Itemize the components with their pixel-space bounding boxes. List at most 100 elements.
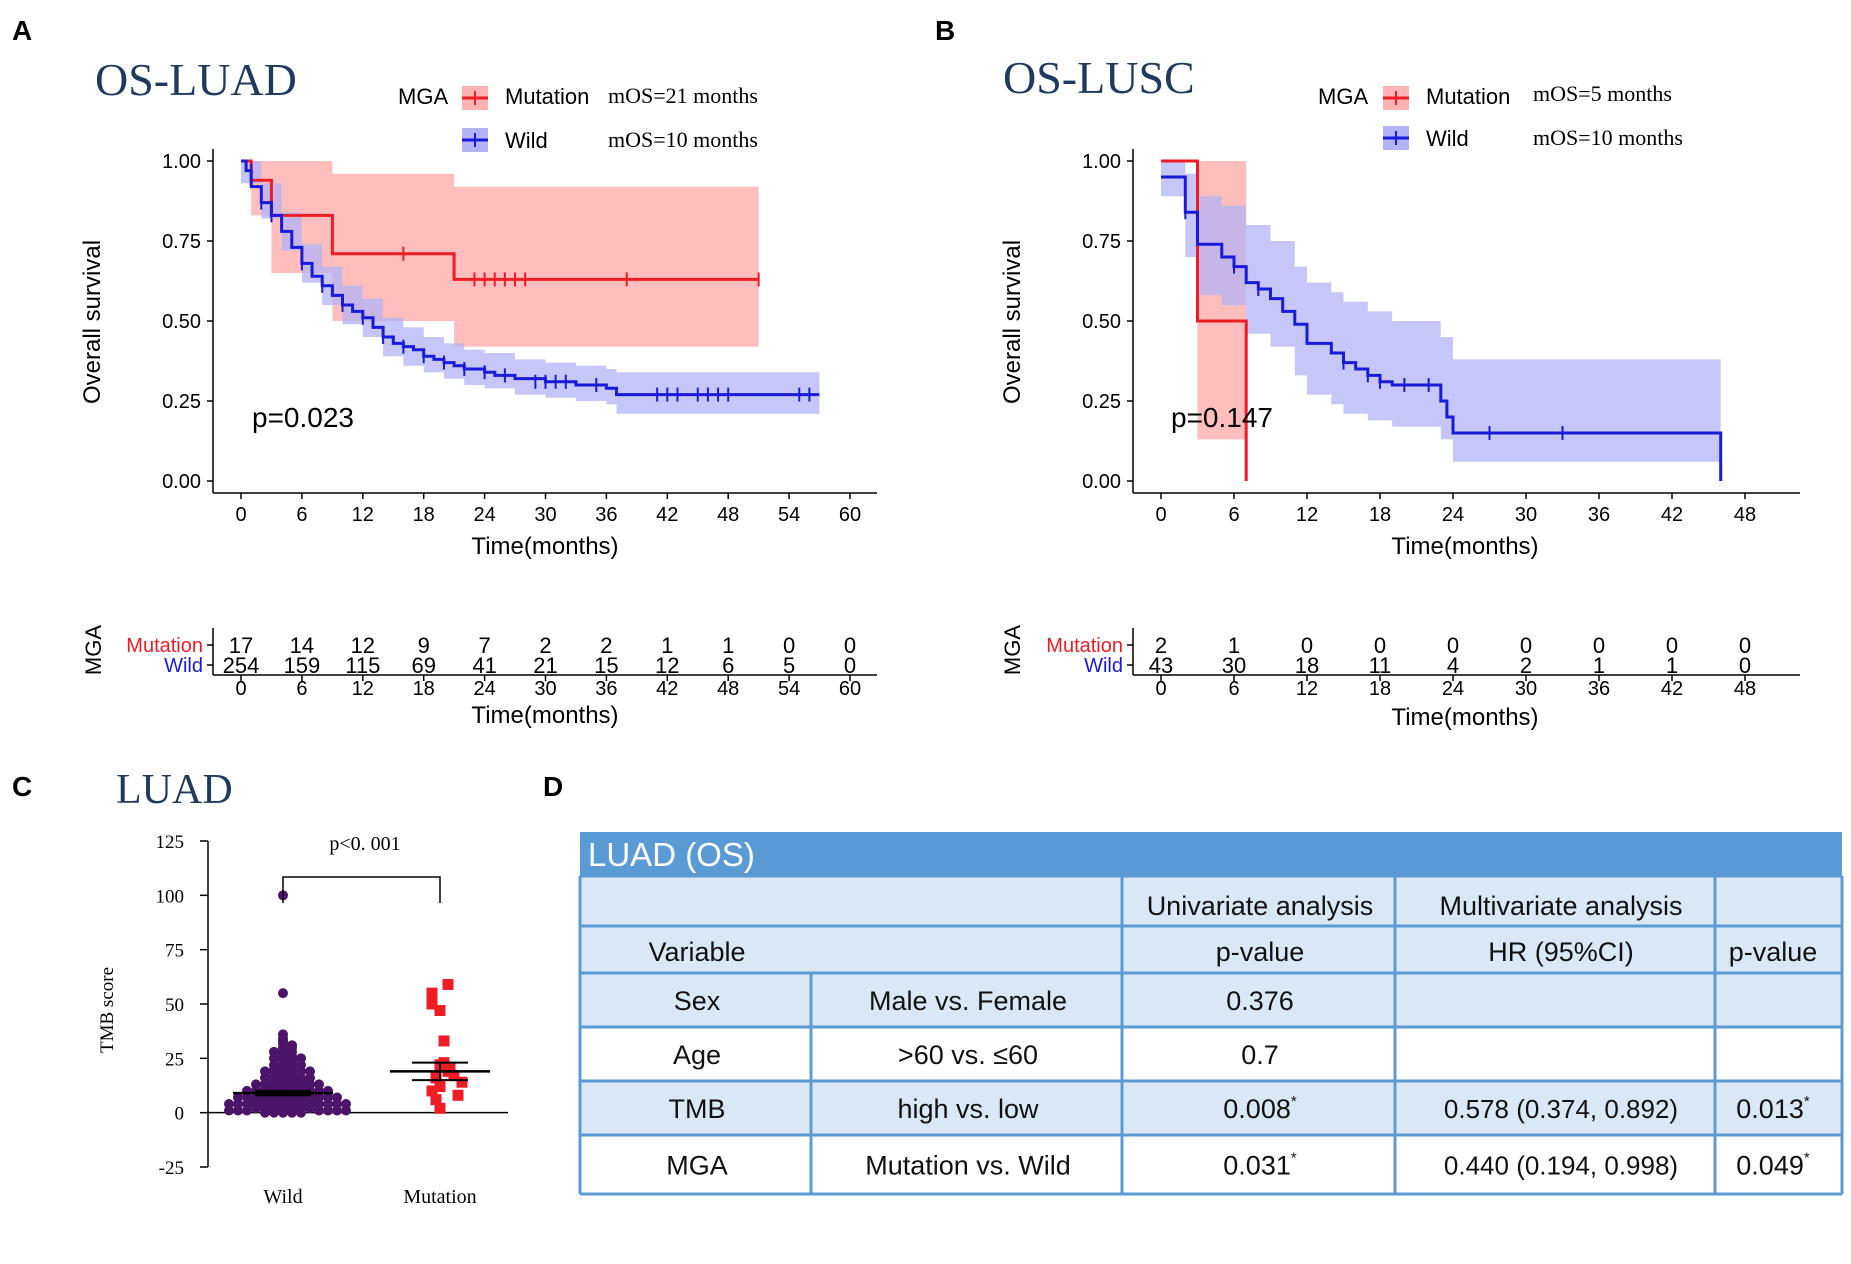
risk-count: 1: [1593, 653, 1605, 678]
header-hr: HR (95%CI): [1488, 937, 1634, 967]
cell-hr: 0.578 (0.374, 0.892): [1444, 1094, 1678, 1124]
risk-row-label-mutation: Mutation: [1046, 635, 1123, 657]
x-tick-label: 18: [413, 504, 435, 526]
risk-count: 4: [1447, 653, 1459, 678]
data-point-wild: [341, 1105, 351, 1116]
x-tick-label: 42: [656, 504, 678, 526]
y-tick-label: 0.50: [1082, 311, 1121, 333]
risk-x-tick-label: 48: [1734, 678, 1756, 700]
risk-count: 43: [1149, 653, 1173, 678]
risk-x-tick-label: 42: [1661, 678, 1683, 700]
x-tick-label: 24: [473, 504, 495, 526]
risk-x-tick-label: 30: [1515, 678, 1537, 700]
risk-count: 1: [1666, 653, 1678, 678]
survival-curve-mutation: [1161, 159, 1248, 481]
x-tick-label: 30: [1515, 504, 1537, 526]
y-tick-label: 0.00: [1082, 471, 1121, 493]
risk-x-tick-label: 18: [413, 678, 435, 700]
legend-label-wild: Wild: [1426, 126, 1469, 151]
cell-variable: Age: [673, 1040, 721, 1070]
risk-count: 18: [1295, 653, 1319, 678]
y-tick-label: 50: [165, 995, 184, 1016]
x-tick-label: 48: [717, 504, 739, 526]
cell-pvalue-multi: 0.013*: [1736, 1093, 1810, 1124]
cox-table: LUAD (OS) Univariate analysis Multivaria…: [578, 832, 1844, 1196]
header-pvalue-uni: p-value: [1216, 937, 1305, 967]
cell-pvalue-uni: 0.008*: [1223, 1093, 1297, 1124]
cell-pvalue-uni: 0.376: [1226, 986, 1294, 1016]
y-tick-label: 0.00: [162, 471, 201, 493]
risk-count: 17: [229, 633, 253, 658]
legend-item-wild: Wild mOS=10 months: [462, 127, 758, 153]
risk-count: 2: [600, 633, 612, 658]
risk-count: 21: [533, 653, 557, 678]
significance-label: p<0. 001: [329, 833, 400, 855]
data-point-wild: [287, 1107, 297, 1118]
y-tick-label: 100: [156, 886, 185, 907]
data-point-wild: [332, 1105, 342, 1116]
p-value: p=0.023: [252, 402, 354, 433]
x-tick-label: 0: [1155, 504, 1166, 526]
data-point-wild: [323, 1105, 333, 1116]
y-tick-label: 0.25: [162, 391, 201, 413]
risk-x-tick-label: 48: [717, 678, 739, 700]
chart-title: LUAD: [116, 767, 233, 813]
cell-variable: Sex: [674, 986, 721, 1016]
data-point-wild: [278, 1107, 288, 1118]
risk-table-x-label: Time(months): [471, 702, 618, 729]
data-point-mutation: [430, 1094, 442, 1106]
panel-label-c: C: [12, 771, 32, 802]
risk-count: 0: [783, 633, 795, 658]
data-point-mutation: [434, 1081, 446, 1093]
x-tick-label: 12: [1296, 504, 1318, 526]
significance-bracket: [282, 876, 441, 903]
table-title-bar: [580, 832, 1842, 876]
cell-comparison: Mutation vs. Wild: [865, 1151, 1071, 1181]
risk-count: 5: [783, 653, 795, 678]
y-tick-label: 0: [175, 1104, 185, 1125]
chart-title: OS-LUSC: [1003, 52, 1195, 103]
risk-count: 41: [472, 653, 496, 678]
legend-label-mutation: Mutation: [505, 84, 589, 109]
y-axis-label: Overall survival: [999, 240, 1026, 404]
risk-count: 9: [418, 633, 430, 658]
legend-mos-mutation: mOS=21 months: [608, 83, 758, 108]
y-tick-label: 0.25: [1082, 391, 1121, 413]
risk-count: 0: [1374, 633, 1386, 658]
x-tick-label: 36: [595, 504, 617, 526]
data-point-mutation: [434, 1005, 446, 1017]
risk-count: 0: [1301, 633, 1313, 658]
cell-pvalue-uni: 0.7: [1241, 1040, 1279, 1070]
cell-hr: 0.440 (0.194, 0.998): [1444, 1151, 1678, 1181]
legend-item-mutation: Mutation mOS=5 months: [1383, 81, 1672, 110]
panel-label-a: A: [12, 15, 32, 46]
data-point-wild: [278, 988, 288, 999]
risk-x-tick-label: 0: [235, 678, 246, 700]
data-point-mutation: [434, 1102, 446, 1114]
panel-label-b: B: [935, 15, 955, 46]
y-tick-label: 0.75: [162, 231, 201, 253]
risk-count: 1: [722, 633, 734, 658]
cell-pvalue-multi: 0.049*: [1736, 1150, 1810, 1181]
risk-row-label-wild: Wild: [164, 655, 203, 677]
risk-count: 254: [223, 653, 260, 678]
data-point-mutation: [426, 998, 438, 1010]
risk-x-tick-label: 60: [839, 678, 861, 700]
risk-count: 159: [284, 653, 321, 678]
risk-x-tick-label: 6: [1228, 678, 1239, 700]
ci-band-wild: [1161, 161, 1721, 462]
data-point-mutation: [448, 1070, 460, 1082]
data-point-mutation: [426, 987, 438, 999]
y-tick-label: 0.50: [162, 311, 201, 333]
legend-label-mutation: Mutation: [1426, 84, 1510, 109]
legend-mos-wild: mOS=10 months: [1533, 125, 1683, 150]
y-tick-label: 75: [165, 941, 184, 962]
row-bg-sex: [580, 973, 1842, 1027]
risk-count: 0: [844, 633, 856, 658]
risk-count: 2: [1520, 653, 1532, 678]
row-bg-mga: [580, 1135, 1842, 1194]
risk-count: 0: [844, 653, 856, 678]
risk-table-y-label: MGA: [81, 625, 106, 675]
x-category-label: Wild: [263, 1186, 302, 1208]
header-row-2-bg: [580, 926, 1842, 973]
